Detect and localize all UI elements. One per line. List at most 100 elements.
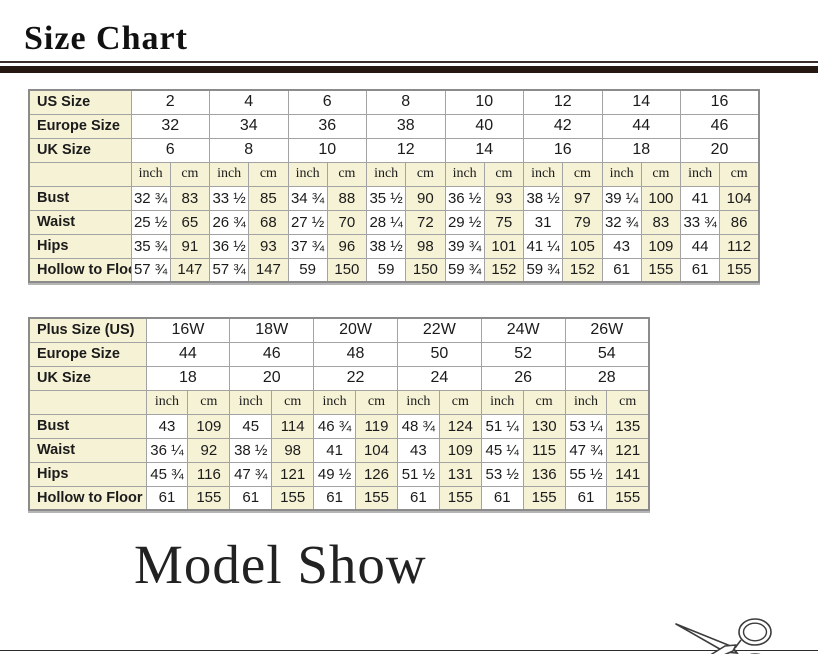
cm-value-cell: 150 bbox=[405, 257, 446, 283]
inch-value-cell: 57 ¾ bbox=[208, 257, 250, 283]
cm-value-cell: 98 bbox=[271, 437, 315, 463]
unit-cell: inch bbox=[130, 161, 171, 187]
size-value-cell: 18W bbox=[229, 317, 315, 343]
unit-row: inch cm inch cm inch cm inch cm inch cm inch cm inch… bbox=[28, 161, 760, 187]
unit-cell: inch bbox=[365, 161, 407, 187]
unit-cell: cm bbox=[355, 389, 398, 415]
size-value-cell: 44 bbox=[601, 113, 681, 139]
unit-cell: cm bbox=[719, 161, 760, 187]
inch-value-cell: 41 ¼ bbox=[522, 233, 564, 259]
inch-value-cell: 25 ½ bbox=[130, 209, 171, 235]
unit-cell: cm bbox=[562, 161, 603, 187]
cm-value-cell: 152 bbox=[562, 257, 603, 283]
cm-value-cell: 93 bbox=[248, 233, 289, 259]
measurement-row: Hips 45 ¾ 116 47 ¾ 121 49 ½ 126 51 ½ 131 53 ½ 136 5… bbox=[28, 461, 650, 487]
row-label: Plus Size (US) bbox=[28, 317, 147, 343]
inch-value-cell: 26 ¾ bbox=[208, 209, 250, 235]
size-row: Europe Size 44 46 48 50 52 54 bbox=[28, 341, 650, 367]
inch-value-cell: 47 ¾ bbox=[564, 437, 608, 463]
cm-value-cell: 104 bbox=[355, 437, 398, 463]
standard-size-table: US Size 2 4 6 8 10 12 14 16 Europe Size 32 34 36 38 40… bbox=[28, 89, 760, 283]
inch-value-cell: 32 ¾ bbox=[601, 209, 642, 235]
cm-value-cell: 97 bbox=[562, 185, 603, 211]
unit-row-spacer bbox=[28, 389, 147, 415]
cut-line bbox=[0, 650, 818, 651]
size-value-cell: 10 bbox=[444, 89, 524, 115]
size-value-cell: 8 bbox=[209, 137, 289, 163]
size-value-cell: 20 bbox=[680, 137, 760, 163]
inch-value-cell: 45 ¾ bbox=[145, 461, 189, 487]
size-value-cell: 16 bbox=[523, 137, 603, 163]
inch-value-cell: 61 bbox=[229, 485, 273, 511]
inch-value-cell: 36 ¼ bbox=[145, 437, 189, 463]
row-label: Bust bbox=[28, 413, 147, 439]
cm-value-cell: 72 bbox=[405, 209, 446, 235]
size-value-cell: 2 bbox=[130, 89, 210, 115]
inch-value-cell: 33 ¾ bbox=[679, 209, 721, 235]
cm-value-cell: 115 bbox=[522, 437, 566, 463]
size-value-cell: 46 bbox=[229, 341, 315, 367]
cm-value-cell: 150 bbox=[326, 257, 368, 283]
cm-value-cell: 88 bbox=[326, 185, 368, 211]
unit-cell: inch bbox=[480, 389, 524, 415]
row-label: Hips bbox=[28, 233, 132, 259]
inch-value-cell: 45 ¼ bbox=[480, 437, 524, 463]
inch-value-cell: 36 ½ bbox=[208, 233, 250, 259]
inch-value-cell: 41 bbox=[679, 185, 721, 211]
size-value-cell: 14 bbox=[444, 137, 524, 163]
cm-value-cell: 130 bbox=[522, 413, 566, 439]
row-label: Hollow to Floor bbox=[28, 485, 147, 511]
size-value-cell: 44 bbox=[145, 341, 231, 367]
cm-value-cell: 155 bbox=[640, 257, 682, 283]
cm-value-cell: 112 bbox=[719, 233, 760, 259]
size-value-cell: 50 bbox=[396, 341, 482, 367]
unit-cell: cm bbox=[522, 389, 566, 415]
inch-value-cell: 35 ½ bbox=[365, 185, 407, 211]
size-value-cell: 46 bbox=[680, 113, 760, 139]
unit-cell: inch bbox=[444, 161, 485, 187]
inch-value-cell: 33 ½ bbox=[208, 185, 250, 211]
inch-value-cell: 32 ¾ bbox=[130, 185, 171, 211]
unit-cell: inch bbox=[145, 389, 189, 415]
unit-cell: inch bbox=[522, 161, 564, 187]
inch-value-cell: 43 bbox=[601, 233, 642, 259]
unit-cell: cm bbox=[248, 161, 289, 187]
size-value-cell: 20 bbox=[229, 365, 315, 391]
size-value-cell: 16W bbox=[145, 317, 231, 343]
cm-value-cell: 147 bbox=[248, 257, 289, 283]
inch-value-cell: 61 bbox=[679, 257, 721, 283]
size-row: UK Size 6 8 10 12 14 16 18 20 bbox=[28, 137, 760, 163]
inch-value-cell: 49 ½ bbox=[313, 461, 357, 487]
size-value-cell: 38 bbox=[366, 113, 446, 139]
size-value-cell: 24 bbox=[396, 365, 482, 391]
unit-cell: inch bbox=[287, 161, 328, 187]
inch-value-cell: 31 bbox=[522, 209, 564, 235]
size-value-cell: 8 bbox=[366, 89, 446, 115]
unit-cell: inch bbox=[396, 389, 440, 415]
size-row: Europe Size 32 34 36 38 40 42 44 46 bbox=[28, 113, 760, 139]
cm-value-cell: 91 bbox=[169, 233, 211, 259]
size-value-cell: 22W bbox=[396, 317, 482, 343]
cm-value-cell: 83 bbox=[169, 185, 211, 211]
cm-value-cell: 114 bbox=[271, 413, 315, 439]
size-value-cell: 36 bbox=[287, 113, 367, 139]
row-label: Europe Size bbox=[28, 341, 147, 367]
cm-value-cell: 70 bbox=[326, 209, 368, 235]
cm-value-cell: 109 bbox=[187, 413, 231, 439]
unit-cell: inch bbox=[679, 161, 721, 187]
inch-value-cell: 53 ½ bbox=[480, 461, 524, 487]
size-row: US Size 2 4 6 8 10 12 14 16 bbox=[28, 89, 760, 115]
unit-cell: cm bbox=[405, 161, 446, 187]
size-row: UK Size 18 20 22 24 26 28 bbox=[28, 365, 650, 391]
title-rule-thick bbox=[0, 66, 818, 73]
measurement-row: Waist 36 ¼ 92 38 ½ 98 41 104 43 109 45 ¼ 115 47 ¾ 12… bbox=[28, 437, 650, 463]
cm-value-cell: 68 bbox=[248, 209, 289, 235]
cm-value-cell: 104 bbox=[719, 185, 760, 211]
size-value-cell: 6 bbox=[130, 137, 210, 163]
inch-value-cell: 37 ¾ bbox=[287, 233, 328, 259]
unit-cell: cm bbox=[483, 161, 525, 187]
inch-value-cell: 36 ½ bbox=[444, 185, 485, 211]
cm-value-cell: 65 bbox=[169, 209, 211, 235]
cm-value-cell: 116 bbox=[187, 461, 231, 487]
